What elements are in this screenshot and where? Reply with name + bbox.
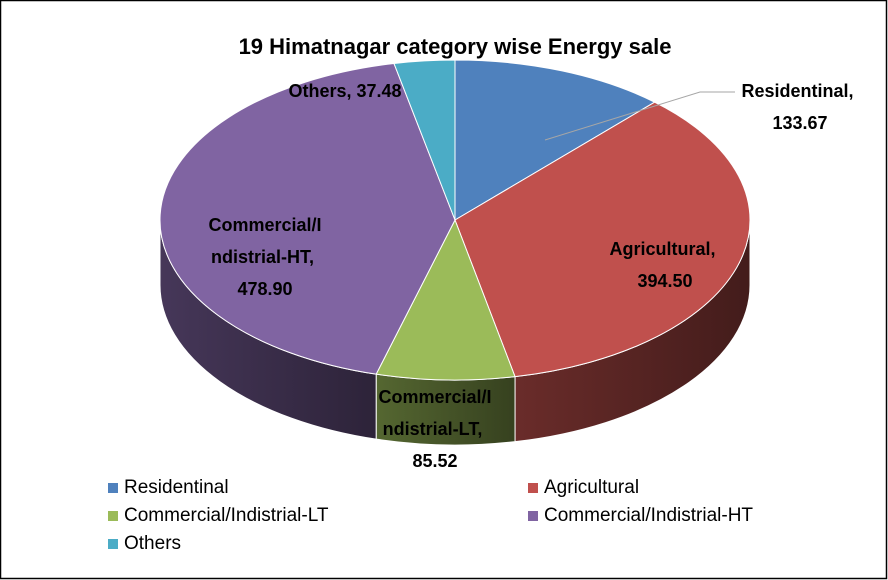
legend-swatch	[108, 511, 118, 521]
data-label-line: Residentinal,	[741, 81, 858, 101]
data-label-line: ndistrial-HT,	[211, 247, 319, 267]
slice	[454, 101, 751, 378]
legend-label: Commercial/Indistrial-HT	[544, 505, 753, 526]
data-label-line: 394.50	[637, 271, 692, 291]
data-label-line: Others, 37.48	[288, 81, 401, 101]
legend-label: Agricultural	[544, 477, 639, 498]
data-label-line: ndistrial-LT,	[383, 419, 488, 439]
legend-swatch	[108, 539, 118, 549]
data-label: Commercial/I ndistrial-HT, 478.90	[208, 215, 321, 299]
data-label: Agricultural, 394.50	[609, 239, 720, 291]
data-label: Residentinal, 133.67	[741, 81, 858, 133]
legend-swatch	[528, 511, 538, 521]
data-label-line: 478.90	[237, 279, 292, 299]
data-label-line: Commercial/I	[208, 215, 321, 235]
leader-line	[544, 91, 735, 141]
legend-label: Commercial/Indistrial-LT	[124, 505, 329, 526]
data-label-line: 133.67	[772, 113, 827, 133]
slice	[159, 62, 456, 375]
legend-swatch	[528, 483, 538, 493]
slice	[454, 59, 656, 221]
data-label-line: Commercial/I	[378, 387, 491, 407]
data-label: Others, 37.48	[288, 81, 401, 101]
slice	[375, 218, 516, 381]
data-label: Commercial/I ndistrial-LT, 85.52	[378, 387, 491, 471]
data-label-line: 85.52	[412, 451, 457, 471]
chart-title: 19 Himatnagar category wise Energy sale	[239, 34, 672, 59]
slice	[393, 59, 456, 221]
legend-label: Others	[124, 533, 181, 554]
data-label-line: Agricultural,	[609, 239, 720, 259]
legend-label: Residentinal	[124, 477, 229, 498]
legend-swatch	[108, 483, 118, 493]
